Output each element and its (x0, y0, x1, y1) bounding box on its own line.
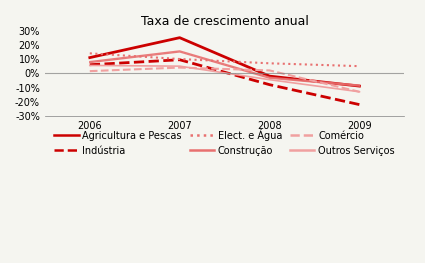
Title: Taxa de crescimento anual: Taxa de crescimento anual (141, 15, 309, 28)
Legend: Agricultura e Pescas, Indústria, Elect. e Água, Construção, Comércio, Outros Ser: Agricultura e Pescas, Indústria, Elect. … (54, 129, 395, 155)
